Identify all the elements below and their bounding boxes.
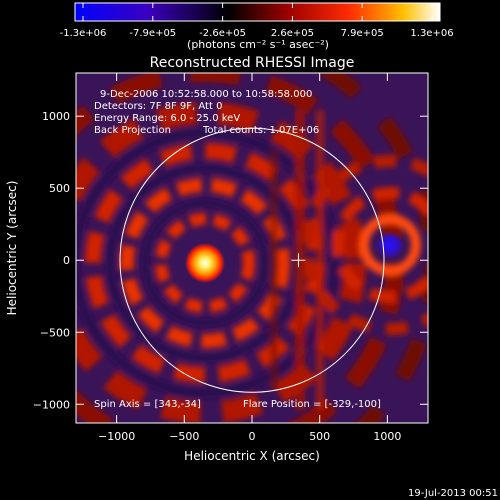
info-energy-range: Energy Range: 6.0 - 25.0 keV <box>94 113 240 124</box>
flare-position-label: Flare Position = [-329,-100] <box>243 399 381 410</box>
colorbar-tick-label: 7.9e+05 <box>341 28 384 39</box>
x-tick-label: 1000 <box>373 430 401 443</box>
plot-title: Reconstructed RHESSI Image <box>150 55 355 71</box>
y-tick-label: 500 <box>49 182 70 195</box>
colorbar-tick-label: -7.9e+05 <box>129 28 176 39</box>
y-axis-ticks: −1000 −500 0 500 1000 <box>33 110 428 411</box>
image-plot-area <box>76 73 428 423</box>
y-tick-label: 1000 <box>42 110 70 123</box>
info-detectors: Detectors: 7F 8F 9F, Att 0 <box>94 101 222 112</box>
colorbar-tick-label: -2.6e+05 <box>199 28 246 39</box>
spin-axis-label: Spin Axis = [343,-34] <box>94 399 201 410</box>
colorbar-ticks <box>82 3 433 21</box>
timestamp: 19-Jul-2013 00:51 <box>408 488 498 499</box>
colorbar-tick-labels: -1.3e+06 -7.9e+05 -2.6e+05 2.6e+05 7.9e+05 1.… <box>60 28 454 39</box>
x-tick-label: −500 <box>169 430 199 443</box>
x-tick-label: 500 <box>309 430 330 443</box>
x-tick-label: 0 <box>249 430 256 443</box>
y-tick-label: 0 <box>63 254 70 267</box>
x-axis-label: Heliocentric X (arcsec) <box>184 449 320 463</box>
info-method: Back Projection <box>94 125 171 136</box>
colorbar-tick-label: -1.3e+06 <box>60 28 107 39</box>
y-axis-label: Heliocentric Y (arcsec) <box>5 181 19 316</box>
x-axis-ticks: −1000 −500 0 500 1000 <box>98 73 401 443</box>
x-tick-label: −1000 <box>98 430 135 443</box>
info-time-range: 9-Dec-2006 10:52:58.000 to 10:58:58.000 <box>100 89 312 100</box>
info-panel: 9-Dec-2006 10:52:58.000 to 10:58:58.000 … <box>94 89 319 136</box>
disk-center-cross-marker <box>291 253 306 268</box>
y-tick-label: −500 <box>40 326 70 339</box>
colorbar-units: (photons cm⁻² s⁻¹ asec⁻²) <box>187 38 329 51</box>
colorbar-tick-label: 2.6e+05 <box>271 28 314 39</box>
colorbar <box>74 2 441 22</box>
solar-disk-limb <box>119 127 385 393</box>
y-tick-label: −1000 <box>33 398 70 411</box>
info-total-counts: Total counts: 1.07E+06 <box>202 125 319 136</box>
colorbar-tick-label: 1.3e+06 <box>410 28 453 39</box>
